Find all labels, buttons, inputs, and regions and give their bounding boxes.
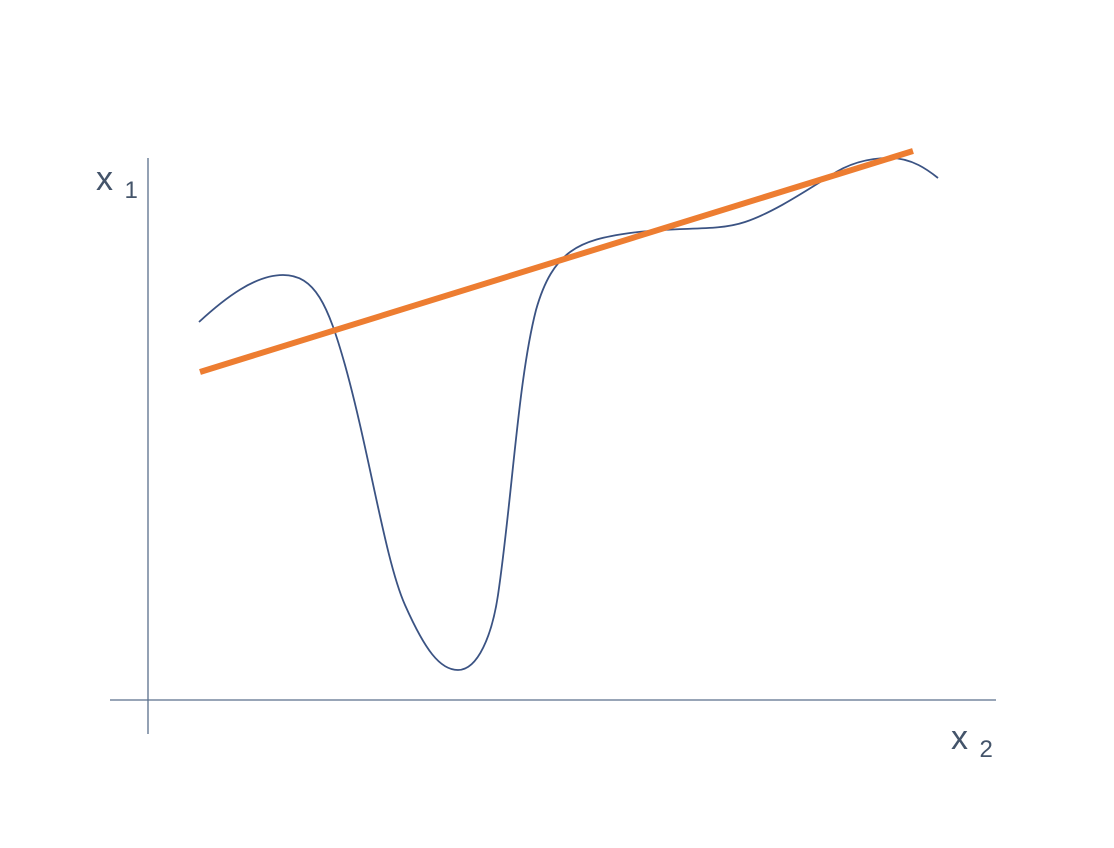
y-axis-label: x 1: [96, 160, 138, 204]
y-axis-label-main: x: [96, 160, 113, 198]
y-axis-label-subscript: 1: [124, 177, 137, 204]
x-axis-label-subscript: 2: [979, 736, 992, 763]
x-axis-label: x 2: [951, 719, 993, 763]
wavy-curve: [198, 157, 939, 671]
straight-line: [199, 148, 914, 375]
x-axis-label-main: x: [951, 719, 968, 757]
